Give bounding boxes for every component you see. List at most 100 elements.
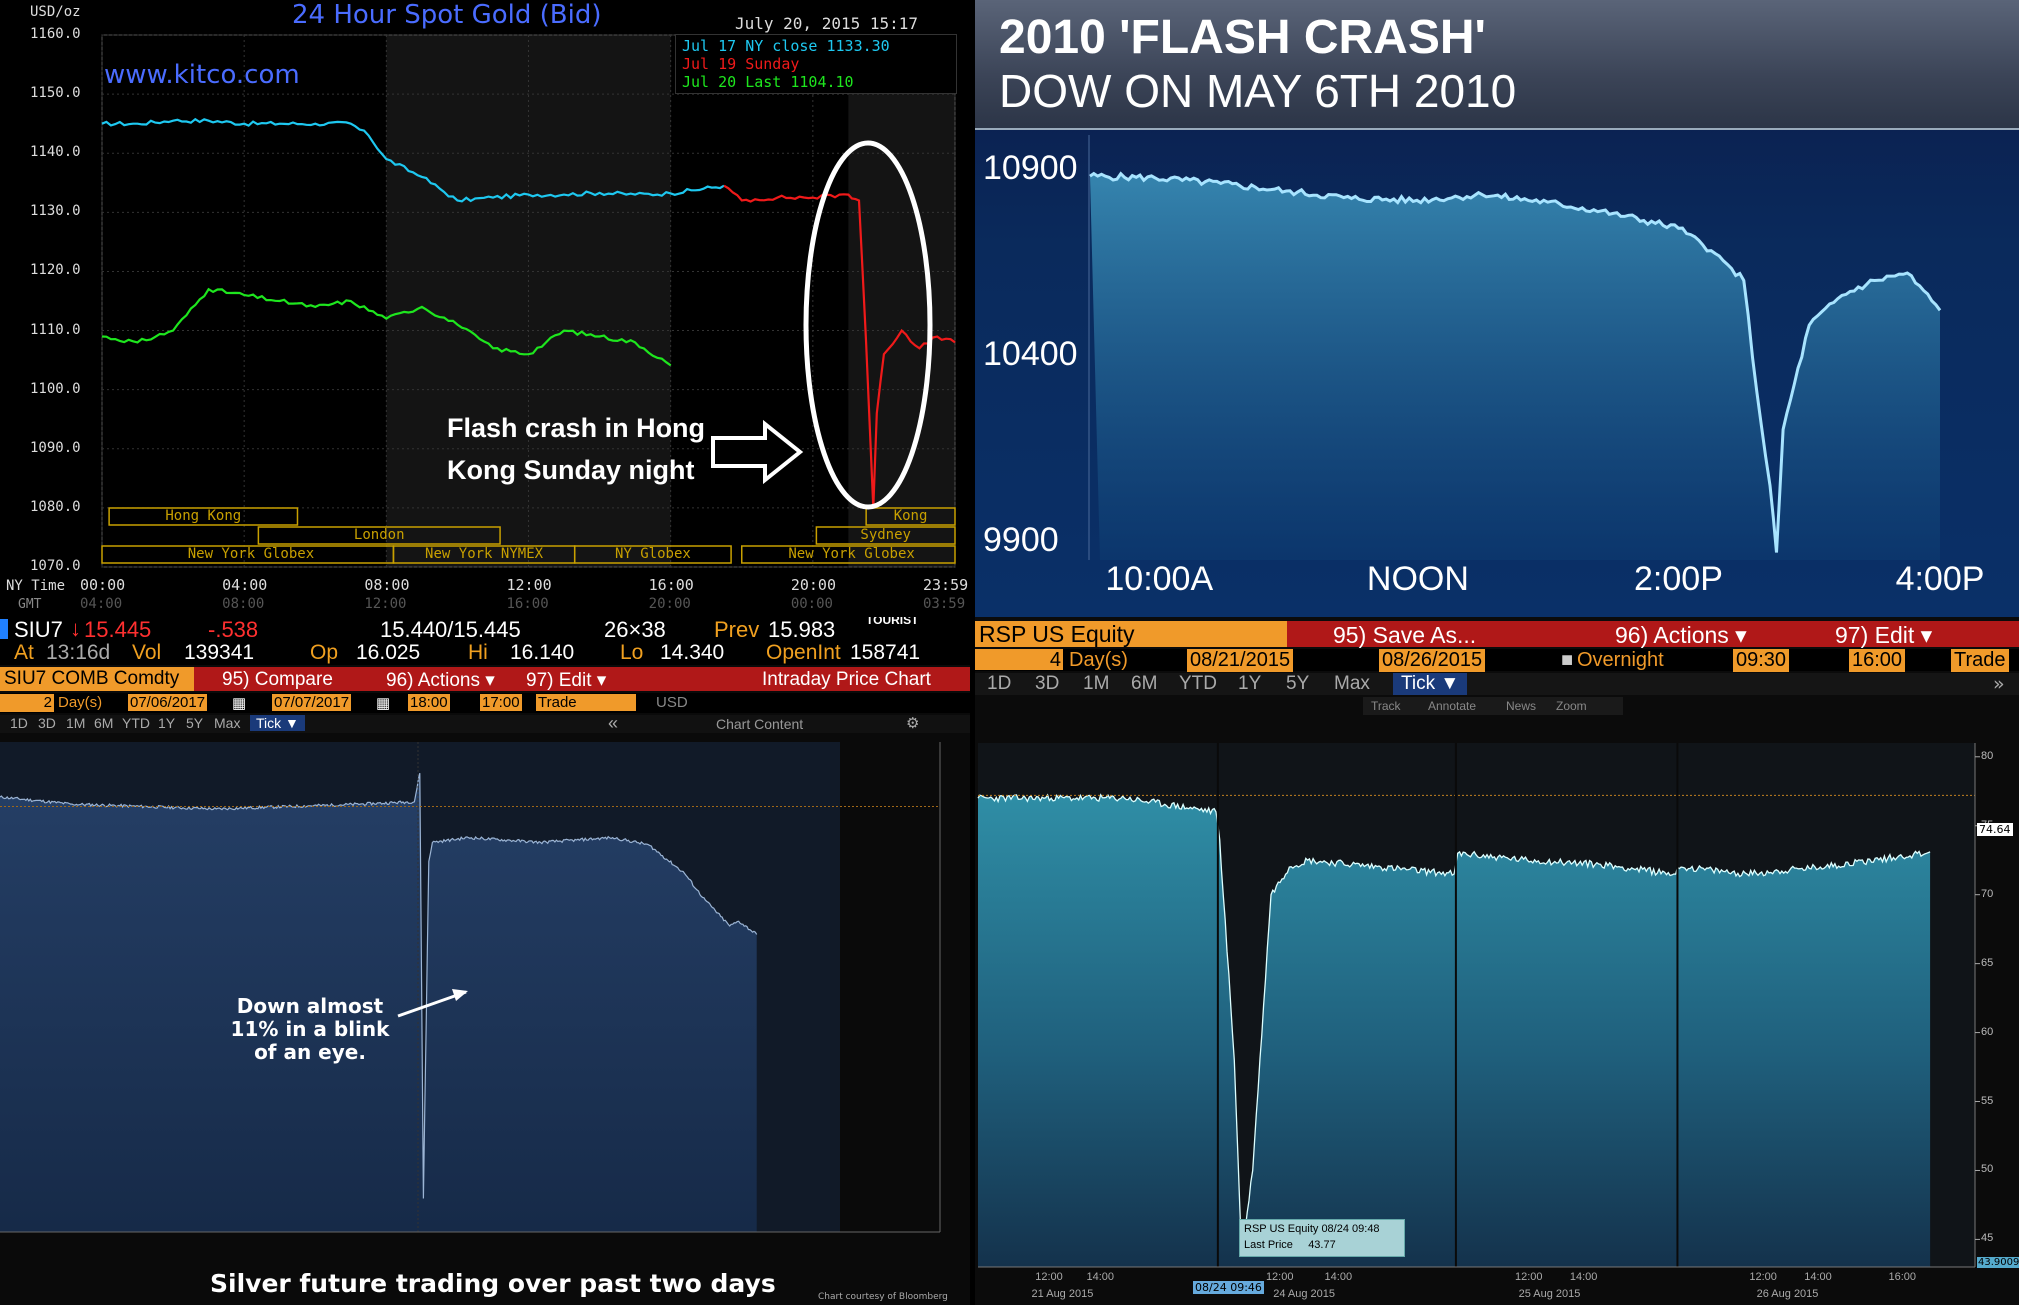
tourist-badge: TOURIST bbox=[866, 617, 919, 627]
period-button[interactable]: 6M bbox=[94, 715, 114, 731]
annotation-line: Down almost bbox=[236, 994, 384, 1018]
y-tick-label: 80 bbox=[1981, 749, 1994, 762]
rsp-chart-panel: RSP US Equity 95) Save As... 96) Actions… bbox=[975, 617, 2019, 1305]
session-label: Kong bbox=[893, 508, 928, 524]
end-date-input[interactable]: 07/07/2017 bbox=[272, 694, 352, 711]
actions-menu[interactable]: 96) Actions ▾ bbox=[1615, 622, 1747, 648]
period-button[interactable]: 1Y bbox=[1238, 673, 1262, 694]
period-button[interactable]: 1M bbox=[66, 715, 86, 731]
x-axis-label-gmt: GMT bbox=[18, 597, 42, 612]
start-time-input[interactable]: 18:00 bbox=[408, 694, 450, 711]
quote-row: SIU7 ↓ 15.445 -.538 15.440/15.445 26×38 … bbox=[0, 617, 970, 642]
dow-chart-panel: 2010 'FLASH CRASH' DOW ON MAY 6TH 2010 1… bbox=[975, 0, 2019, 617]
y-tick-label: 55 bbox=[1981, 1094, 1994, 1107]
y-tick-label: 1160.0 bbox=[30, 26, 81, 42]
days-input[interactable]: 4 bbox=[975, 649, 1063, 671]
rsp-chart-svg bbox=[977, 743, 1980, 1268]
x-tick-label: 12:00 bbox=[1035, 1271, 1063, 1283]
vol-label: Vol bbox=[132, 641, 162, 664]
session-box bbox=[815, 526, 956, 545]
legend-text: Jul 20 Last 1104.10 bbox=[682, 73, 854, 91]
title-banner: 2010 'FLASH CRASH' DOW ON MAY 6TH 2010 bbox=[975, 0, 2019, 130]
toolbar-button[interactable]: News bbox=[1506, 699, 1537, 713]
type-select[interactable]: Trade bbox=[536, 694, 636, 711]
x-date-label: 21 Aug 2015 bbox=[1031, 1288, 1094, 1300]
period-button[interactable]: YTD bbox=[122, 715, 150, 731]
toolbar-button[interactable]: Zoom bbox=[1556, 699, 1587, 713]
period-button[interactable]: 1D bbox=[987, 673, 1012, 694]
calendar-icon[interactable]: ▦ bbox=[232, 695, 247, 712]
edit-menu[interactable]: 97) Edit ▾ bbox=[526, 670, 607, 691]
gear-icon[interactable]: ⚙ bbox=[906, 714, 920, 732]
quote-row: At 13:16d Vol 139341 Op 16.025 Hi 16.140… bbox=[0, 641, 970, 665]
end-date-input[interactable]: 08/26/2015 bbox=[1379, 649, 1486, 672]
toolbar-button[interactable]: Track bbox=[1371, 699, 1401, 713]
save-as-button[interactable]: 95) Save As... bbox=[1333, 622, 1477, 648]
calendar-icon[interactable]: ▦ bbox=[376, 695, 391, 712]
session-label: New York Globex bbox=[187, 546, 315, 562]
period-button[interactable]: 3D bbox=[1035, 673, 1060, 694]
y-tick-label: 65 bbox=[1981, 956, 1994, 969]
session-label: New York Globex bbox=[788, 546, 915, 562]
session-label: NY Globex bbox=[614, 546, 691, 562]
period-button[interactable]: Tick ▼ bbox=[250, 715, 305, 731]
period-button[interactable]: YTD bbox=[1179, 673, 1217, 694]
chart-title: 24 Hour Spot Gold (Bid) bbox=[292, 0, 602, 30]
x-date-label: 26 Aug 2015 bbox=[1756, 1288, 1819, 1300]
expand-button[interactable]: » bbox=[1993, 673, 2005, 695]
compare-button[interactable]: 95) Compare bbox=[222, 669, 333, 690]
security-field[interactable]: RSP US Equity bbox=[975, 621, 1287, 647]
actions-menu[interactable]: 96) Actions ▾ bbox=[386, 670, 495, 691]
end-time-input[interactable]: 16:00 bbox=[1849, 649, 1906, 672]
collapse-button[interactable]: « bbox=[608, 713, 619, 733]
start-time-input[interactable]: 09:30 bbox=[1733, 649, 1790, 672]
period-bar: 1D 3D 1M 6M YTD 1Y 5Y Max Tick ▼ bbox=[0, 715, 970, 733]
session-label: Hong Kong bbox=[165, 508, 242, 524]
chart-toolbar: Track Annotate News Zoom bbox=[1363, 697, 1623, 715]
x-tick-label: 14:00 bbox=[1324, 1271, 1353, 1283]
x-tick-label: 14:00 bbox=[1086, 1271, 1115, 1283]
period-button[interactable]: 1D bbox=[10, 715, 28, 731]
period-button[interactable]: 3D bbox=[38, 715, 56, 731]
legend-text: Jul 17 NY close 1133.30 bbox=[682, 37, 890, 55]
source-site[interactable]: www.kitco.com bbox=[104, 60, 300, 90]
period-button[interactable]: Max bbox=[1334, 673, 1370, 694]
edit-menu[interactable]: 97) Edit ▾ bbox=[1835, 622, 1933, 648]
days-input[interactable]: 2 bbox=[0, 694, 54, 712]
x-tick-label: 08:00 bbox=[364, 576, 410, 594]
x-axis-label: NY Time bbox=[6, 578, 66, 594]
type-select[interactable]: Trade bbox=[1951, 649, 2009, 672]
bid-ask: 15.440/15.445 bbox=[380, 617, 521, 642]
period-button[interactable]: Tick ▼ bbox=[1393, 673, 1468, 695]
chart-content-button[interactable]: Chart Content bbox=[716, 716, 804, 732]
arrowhead-icon bbox=[452, 989, 468, 1001]
annotation-line: Flash crash in Hong bbox=[447, 413, 706, 443]
y-tick-label: 10400 bbox=[983, 335, 1078, 373]
series-line bbox=[1089, 171, 1942, 553]
period-button[interactable]: 5Y bbox=[1286, 673, 1310, 694]
chart-date: July 20, 2015 15:17 bbox=[735, 14, 919, 33]
security-field[interactable]: SIU7 COMB Comdty bbox=[0, 667, 194, 691]
ticker[interactable]: SIU7 bbox=[14, 617, 63, 642]
dow-chart-svg bbox=[1088, 135, 1942, 560]
checkbox-icon[interactable]: ■ bbox=[1561, 649, 1574, 671]
x-tick-label-gmt: 12:00 bbox=[364, 596, 407, 612]
x-tick-label: 12:00 bbox=[1514, 1271, 1543, 1283]
period-button[interactable]: 5Y bbox=[186, 715, 204, 731]
end-time-input[interactable]: 17:00 bbox=[480, 694, 522, 711]
y-tick-label: 70 bbox=[1981, 887, 1994, 900]
series-line bbox=[101, 117, 725, 203]
high-label: Hi bbox=[468, 641, 488, 664]
start-date-input[interactable]: 07/06/2017 bbox=[128, 694, 208, 711]
y-tick-label: 1150.0 bbox=[30, 85, 81, 102]
period-button[interactable]: Max bbox=[214, 715, 241, 731]
start-date-input[interactable]: 08/21/2015 bbox=[1187, 649, 1294, 672]
session-label: New York NYMEX bbox=[425, 546, 544, 562]
annotation-line: of an eye. bbox=[254, 1040, 366, 1064]
period-button[interactable]: 6M bbox=[1131, 673, 1158, 694]
annotation-text: Flash crash in Hong Kong Sunday night bbox=[447, 407, 705, 491]
period-button[interactable]: 1M bbox=[1083, 673, 1110, 694]
annotation-line: 11% in a blink bbox=[230, 1017, 390, 1041]
toolbar-button[interactable]: Annotate bbox=[1428, 699, 1477, 713]
period-button[interactable]: 1Y bbox=[158, 715, 176, 731]
